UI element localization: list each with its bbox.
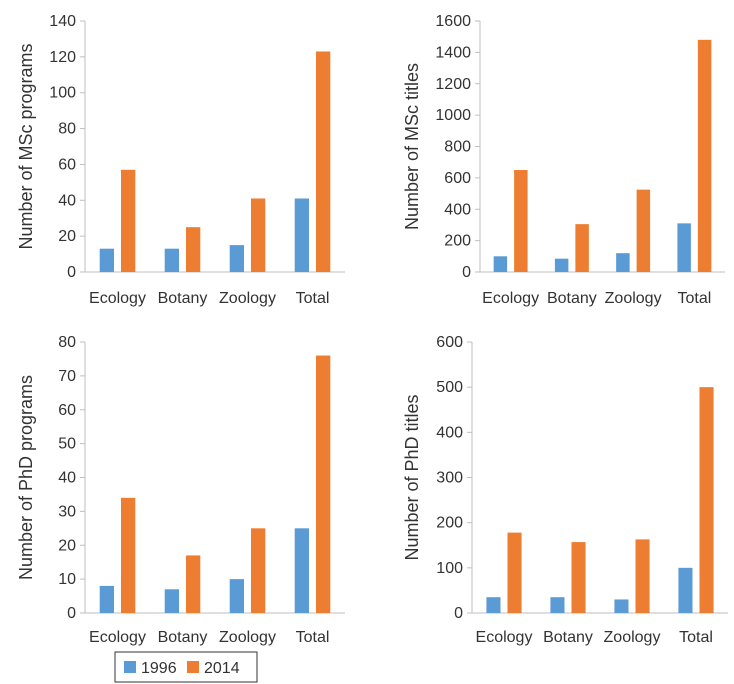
y-tick-label: 0	[67, 605, 76, 622]
y-tick-label: 800	[444, 139, 471, 156]
x-tick-label: Total	[296, 290, 330, 307]
y-tick-label: 40	[58, 192, 76, 209]
y-axis-label: Number of MSc programs	[16, 43, 36, 249]
bar-1996-ecology	[486, 597, 501, 613]
bar-1996-total	[677, 223, 691, 272]
y-tick-label: 10	[58, 571, 76, 588]
bar-2014-total	[316, 51, 331, 272]
legend: 1996 2014	[114, 651, 258, 683]
y-tick-label: 200	[444, 233, 471, 250]
bar-2014-ecology	[514, 170, 528, 272]
y-tick-label: 20	[58, 228, 76, 245]
bar-1996-total	[294, 528, 309, 613]
y-tick-label: 500	[436, 379, 463, 396]
chart-msc-titles: 0 200 400 600 800 1000 1200 1400 1600 Number of M…	[402, 13, 725, 307]
y-tick-label: 1200	[435, 76, 471, 93]
bar-2014-botany	[575, 224, 589, 272]
y-tick-label: 300	[436, 470, 463, 487]
legend-label-2014: 2014	[204, 660, 240, 677]
bar-1996-botany	[164, 248, 179, 272]
x-tick-label: Ecology	[89, 290, 146, 307]
bar-1996-botany	[164, 589, 179, 613]
y-tick-label: 400	[444, 201, 471, 218]
bar-2014-ecology	[121, 169, 136, 272]
legend-swatch-2014	[187, 661, 199, 673]
x-tick-label: Zoology	[604, 629, 661, 646]
x-tick-label: Ecology	[476, 629, 533, 646]
y-axis-label: Number of PhD programs	[16, 375, 36, 580]
bar-2014-total	[699, 387, 714, 613]
y-tick-label: 120	[49, 49, 76, 66]
y-tick-label: 70	[58, 368, 76, 385]
bar-2014-ecology	[507, 532, 522, 613]
bar-1996-botany	[554, 258, 569, 272]
bar-1996-zoology	[229, 579, 244, 613]
y-tick-label: 30	[58, 503, 76, 520]
bar-2014-ecology	[121, 497, 136, 613]
y-tick-label: 0	[67, 264, 76, 281]
y-tick-label: 50	[58, 436, 76, 453]
bar-1996-botany	[550, 597, 565, 613]
bar-2014-total	[316, 355, 331, 613]
x-tick-label: Zoology	[219, 290, 276, 307]
bar-1996-zoology	[229, 245, 244, 272]
bar-1996-total	[678, 567, 693, 613]
bar-2014-zoology	[635, 539, 650, 613]
x-tick-label: Botany	[158, 290, 208, 307]
bar-2014-zoology	[636, 189, 651, 272]
y-tick-label: 200	[436, 515, 463, 532]
y-tick-label: 80	[58, 121, 76, 138]
y-axis-label: Number of MSc titles	[402, 63, 422, 230]
x-tick-label: Ecology	[89, 629, 146, 646]
chart-msc-programs: 0 20 40 60 80 100 120 140 Number of MSc programs…	[16, 13, 345, 307]
x-tick-label: Botany	[543, 629, 593, 646]
y-tick-label: 100	[49, 85, 76, 102]
y-tick-label: 400	[436, 424, 463, 441]
y-tick-label: 140	[49, 13, 76, 30]
legend-label-1996: 1996	[141, 660, 177, 677]
y-tick-label: 80	[58, 334, 76, 351]
legend-box	[114, 651, 258, 683]
bar-2014-botany	[186, 227, 201, 272]
y-tick-label: 60	[58, 402, 76, 419]
bar-2014-zoology	[251, 198, 266, 272]
bar-1996-total	[294, 198, 309, 272]
bar-1996-zoology	[614, 599, 629, 613]
bar-1996-ecology	[493, 256, 508, 272]
y-tick-label: 100	[436, 560, 463, 577]
y-tick-label: 0	[454, 605, 463, 622]
x-tick-label: Total	[679, 629, 713, 646]
chart-phd-programs: 0 10 20 30 40 50 60 70 80 Number of PhD programs E…	[16, 334, 345, 646]
y-tick-label: 600	[436, 334, 463, 351]
bar-2014-botany	[186, 555, 201, 613]
bar-1996-zoology	[616, 253, 630, 272]
x-tick-label: Zoology	[605, 290, 662, 307]
bar-2014-total	[697, 39, 712, 273]
y-tick-label: 20	[58, 537, 76, 554]
x-tick-label: Botany	[158, 629, 208, 646]
y-tick-label: 1000	[435, 107, 471, 124]
y-tick-label: 40	[58, 470, 76, 487]
bar-1996-ecology	[99, 248, 114, 272]
y-tick-label: 60	[58, 156, 76, 173]
y-tick-label: 0	[462, 264, 471, 281]
x-tick-label: Ecology	[482, 290, 539, 307]
x-tick-label: Zoology	[219, 629, 276, 646]
x-tick-label: Total	[677, 290, 711, 307]
y-tick-label: 1400	[435, 44, 471, 61]
bar-2014-zoology	[251, 528, 266, 613]
x-tick-label: Botany	[547, 290, 597, 307]
x-tick-label: Total	[296, 629, 330, 646]
legend-swatch-1996	[124, 661, 136, 673]
y-axis-label: Number of PhD titles	[402, 394, 422, 560]
y-tick-label: 1600	[435, 13, 471, 30]
y-tick-label: 600	[444, 170, 471, 187]
chart-phd-titles: 0 100 200 300 400 500 600 Number of PhD titles E…	[402, 334, 728, 646]
bar-2014-botany	[571, 542, 586, 613]
bar-1996-ecology	[99, 585, 114, 613]
